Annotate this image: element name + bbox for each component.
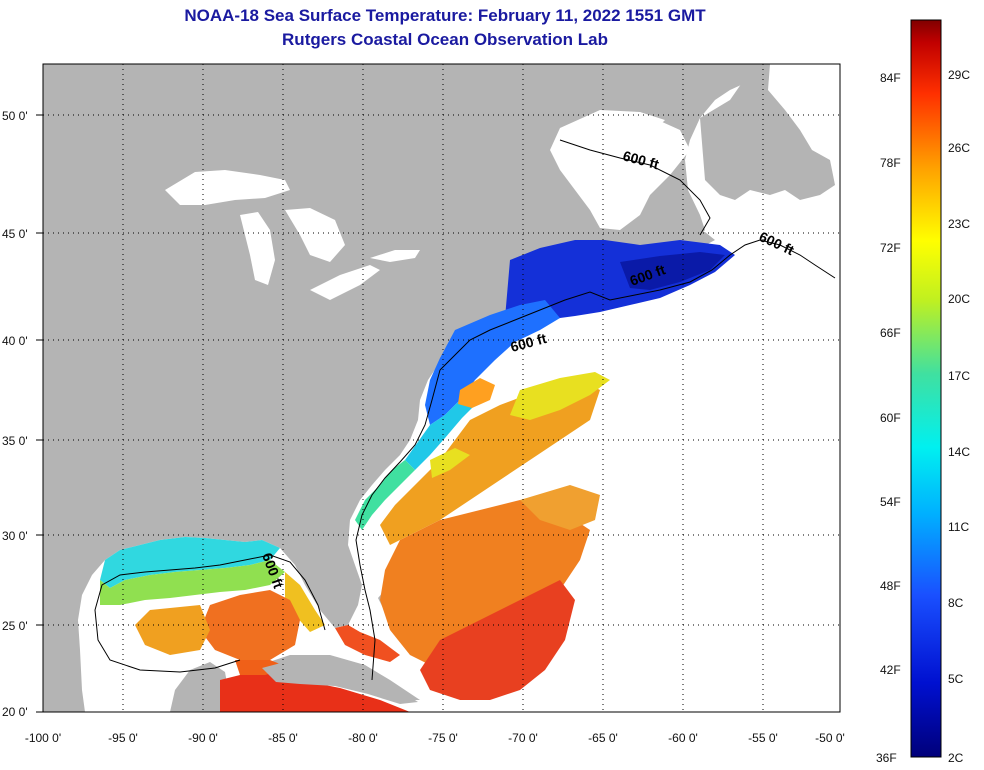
land-cuba-overlay (262, 660, 418, 704)
graticule (43, 64, 840, 712)
lat-tick-50: 50 0' (2, 109, 28, 123)
lat-axis: 50 0' 45 0' 40 0' 35 0' 30 0' 25 0' 20 0… (2, 109, 43, 719)
scale-f-42: 42F (880, 663, 901, 677)
contour-600ft-st-lawrence (559, 139, 711, 236)
lon-tick-75: -75 0' (428, 731, 458, 745)
scale-f-48: 48F (880, 579, 901, 593)
sst-gulf-coast-green (100, 560, 285, 605)
sst-sargasso (380, 500, 590, 670)
land-north-america (43, 64, 755, 712)
sst-caribbean (220, 670, 410, 712)
scale-f-60: 60F (880, 411, 901, 425)
scale-c-14: 14C (948, 445, 970, 459)
sst-scotian-deep (620, 252, 725, 290)
scale-c-17: 17C (948, 369, 970, 383)
scale-c-5: 5C (948, 672, 964, 686)
lon-tick-50: -50 0' (815, 731, 845, 745)
lat-tick-30: 30 0' (2, 529, 28, 543)
lon-tick-55: -55 0' (748, 731, 778, 745)
scale-f-72: 72F (880, 241, 901, 255)
lon-tick-65: -65 0' (588, 731, 618, 745)
sst-gulf-loop (200, 590, 300, 660)
scale-c-29: 29C (948, 68, 970, 82)
scale-c-20: 20C (948, 292, 970, 306)
lon-tick-60: -60 0' (668, 731, 698, 745)
lon-tick-70: -70 0' (508, 731, 538, 745)
sst-carolina-coast (355, 460, 415, 530)
lon-tick-90: -90 0' (188, 731, 218, 745)
lat-tick-20: 20 0' (2, 705, 28, 719)
sst-sargasso-east (520, 485, 600, 530)
map-frame (42, 63, 841, 713)
scale-f-36: 36F (876, 751, 897, 765)
lon-axis: -100 0' -95 0' -90 0' -85 0' -80 0' -75 … (25, 731, 845, 745)
color-scale-bar (910, 19, 942, 758)
scale-f-66: 66F (880, 326, 901, 340)
land-atlantic-canada (700, 64, 835, 200)
hudson-area (595, 112, 665, 138)
contour-600ft-southeast (355, 369, 441, 681)
color-scale-legend: 84F 78F 72F 66F 60F 54F 48F 42F 36F 29C … (876, 19, 970, 765)
lon-tick-85: -85 0' (268, 731, 298, 745)
scale-c-23: 23C (948, 217, 970, 231)
land-yucatan (170, 662, 230, 712)
lat-tick-35: 35 0' (2, 434, 28, 448)
contour-600ft-northeast (439, 239, 836, 371)
sst-cape-hatteras (458, 378, 495, 408)
sst-florida-straits (335, 625, 400, 662)
lat-tick-25: 25 0' (2, 619, 28, 633)
contour-600ft-gulf (94, 554, 326, 673)
sst-gulf-coast-cyan (100, 537, 280, 588)
lake-michigan-huron (240, 208, 345, 285)
map-subtitle: Rutgers Coastal Ocean Observation Lab (282, 30, 608, 49)
scale-c-26: 26C (948, 141, 970, 155)
lon-tick-95: -95 0' (108, 731, 138, 745)
scale-f-54: 54F (880, 495, 901, 509)
sst-florida-west (285, 572, 325, 632)
lon-tick-80: -80 0' (348, 731, 378, 745)
lake-superior (165, 170, 290, 205)
lat-tick-45: 45 0' (2, 227, 28, 241)
scale-f-84: 84F (880, 71, 901, 85)
scale-c-11: 11C (948, 520, 969, 534)
lat-tick-40: 40 0' (2, 334, 28, 348)
lon-tick-100: -100 0' (25, 731, 61, 745)
scale-c-8: 8C (948, 596, 964, 610)
sst-gulf-center (135, 605, 210, 655)
lake-erie-ontario (310, 250, 420, 300)
scale-f-78: 78F (880, 156, 901, 170)
scale-c-2: 2C (948, 751, 964, 765)
sst-mid-atlantic-shelf (425, 300, 560, 425)
sst-gulf-stream (380, 380, 600, 545)
gulf-st-lawrence (550, 110, 690, 230)
map-title: NOAA-18 Sea Surface Temperature: Februar… (184, 6, 706, 25)
sst-gulf-stream-yellow (430, 372, 610, 478)
sst-south-atlantic-red (420, 580, 575, 700)
